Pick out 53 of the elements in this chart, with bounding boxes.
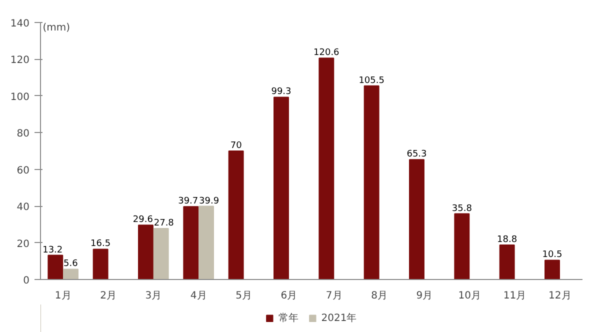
data-label: 5.6 xyxy=(64,259,78,270)
x-tick-label: 5月 xyxy=(236,290,252,302)
data-label: 16.5 xyxy=(90,239,111,250)
legend-label: 常年 xyxy=(278,312,298,325)
y-tick-label: 80 xyxy=(16,128,30,140)
x-tick-label: 8月 xyxy=(371,290,388,302)
y-tick-label: 20 xyxy=(16,238,30,250)
data-label: 27.8 xyxy=(154,218,174,228)
y-tick-label: 100 xyxy=(10,92,30,103)
y-axis-title: (mm) xyxy=(42,22,70,34)
x-tick-label: 4月 xyxy=(190,290,207,302)
x-tick-label: 12月 xyxy=(548,290,572,302)
x-tick-label: 2月 xyxy=(100,290,116,302)
data-label: 39.7 xyxy=(178,196,198,207)
bar xyxy=(198,206,214,280)
bar xyxy=(544,260,560,280)
y-tick-label: 60 xyxy=(16,165,30,176)
data-label: 65.3 xyxy=(406,150,427,160)
bar xyxy=(48,254,64,280)
bar xyxy=(138,224,154,280)
y-tick-label: 120 xyxy=(10,55,30,66)
x-tick-label: 11月 xyxy=(503,290,526,302)
data-label: 105.5 xyxy=(358,76,384,86)
bar xyxy=(499,244,515,280)
legend-label: 2021年 xyxy=(321,312,357,325)
x-tick-label: 9月 xyxy=(416,290,433,302)
data-label: 120.6 xyxy=(314,48,340,58)
bar xyxy=(92,248,108,280)
bar xyxy=(63,268,78,280)
bar xyxy=(228,150,244,280)
data-label: 29.6 xyxy=(132,215,154,226)
bar xyxy=(153,228,169,280)
x-tick-label: 1月 xyxy=(54,290,72,302)
data-label: 99.3 xyxy=(271,87,292,98)
data-label: 10.5 xyxy=(542,250,562,260)
y-tick-label: 140 xyxy=(10,18,30,30)
data-label: 70 xyxy=(230,141,242,151)
bar xyxy=(318,58,334,280)
y-tick-label: 0 xyxy=(23,276,30,286)
data-label: 35.8 xyxy=(452,204,472,214)
x-tick-label: 10月 xyxy=(458,290,481,302)
data-label: 18.8 xyxy=(497,234,518,245)
x-tick-label: 7月 xyxy=(326,290,342,302)
data-label: 39.9 xyxy=(199,196,220,206)
bar xyxy=(183,206,199,280)
data-label: 13.2 xyxy=(42,245,63,256)
bar xyxy=(409,159,424,280)
bar xyxy=(274,96,289,280)
y-tick-label: 40 xyxy=(16,202,30,214)
bar xyxy=(364,85,380,280)
bar xyxy=(454,213,470,280)
x-tick-label: 6月 xyxy=(280,290,298,302)
x-tick-label: 3月 xyxy=(145,290,162,302)
